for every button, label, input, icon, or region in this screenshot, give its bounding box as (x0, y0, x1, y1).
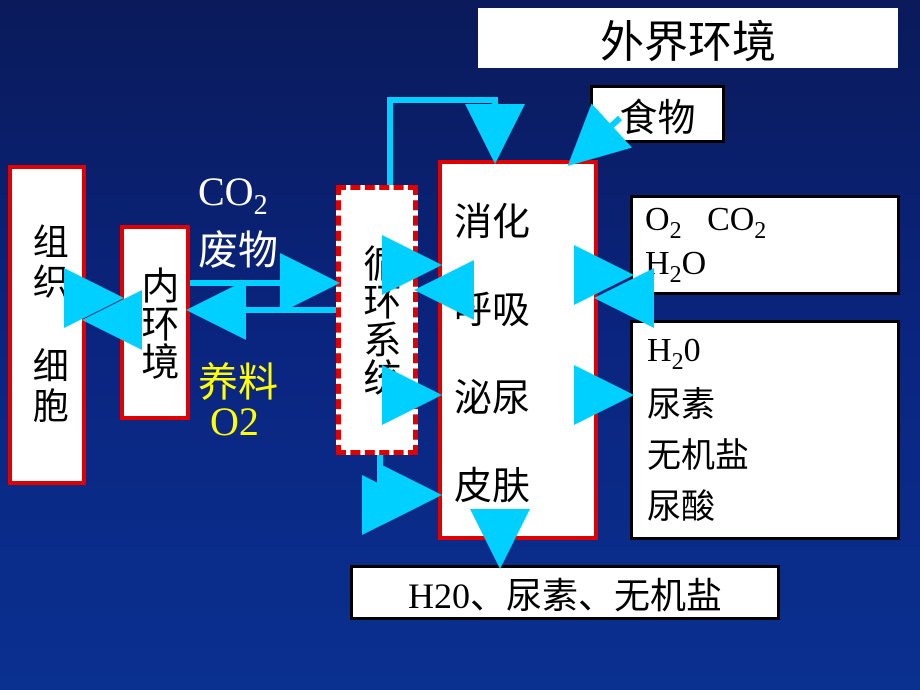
skin-products-box: H20、尿素、无机盐 (350, 565, 780, 620)
system-skin: 皮肤 (454, 455, 530, 510)
internal-env-box: 内环境 (120, 225, 190, 420)
urine-l2: 尿素 (647, 377, 715, 426)
urine-products-box: H20 尿素 无机盐 尿酸 (630, 320, 900, 540)
system-breath: 呼吸 (454, 279, 530, 334)
gas-line1: O2 CO2 (645, 201, 766, 245)
gas-line2: H2O (645, 245, 706, 289)
gas-box: O2 CO2 H2O (630, 195, 900, 295)
internal-env-label: 内环境 (134, 266, 176, 380)
skin-products-label: H20、尿素、无机盐 (408, 567, 722, 619)
urine-l1: H20 (647, 332, 701, 376)
waste-label: 废物 (198, 218, 278, 276)
system-digest: 消化 (454, 191, 530, 246)
co2-label: CO2 (198, 168, 268, 222)
external-env-label: 外界环境 (600, 6, 776, 70)
food-label: 食物 (619, 87, 695, 142)
tissue-cell-box: 组织 细胞 (8, 165, 86, 485)
system-urinate: 泌尿 (454, 367, 530, 422)
urine-l4: 尿酸 (647, 479, 715, 528)
tissue-cell-label: 组织 细胞 (27, 223, 67, 427)
circulation-label: 循环系统 (356, 244, 398, 396)
circulation-box: 循环系统 (336, 185, 418, 455)
o2-label: O2 (210, 398, 259, 445)
systems-box: 消化 呼吸 泌尿 皮肤 (438, 160, 598, 540)
external-env-box: 外界环境 (478, 8, 898, 68)
food-box: 食物 (590, 85, 725, 143)
urine-l3: 无机盐 (647, 428, 749, 477)
